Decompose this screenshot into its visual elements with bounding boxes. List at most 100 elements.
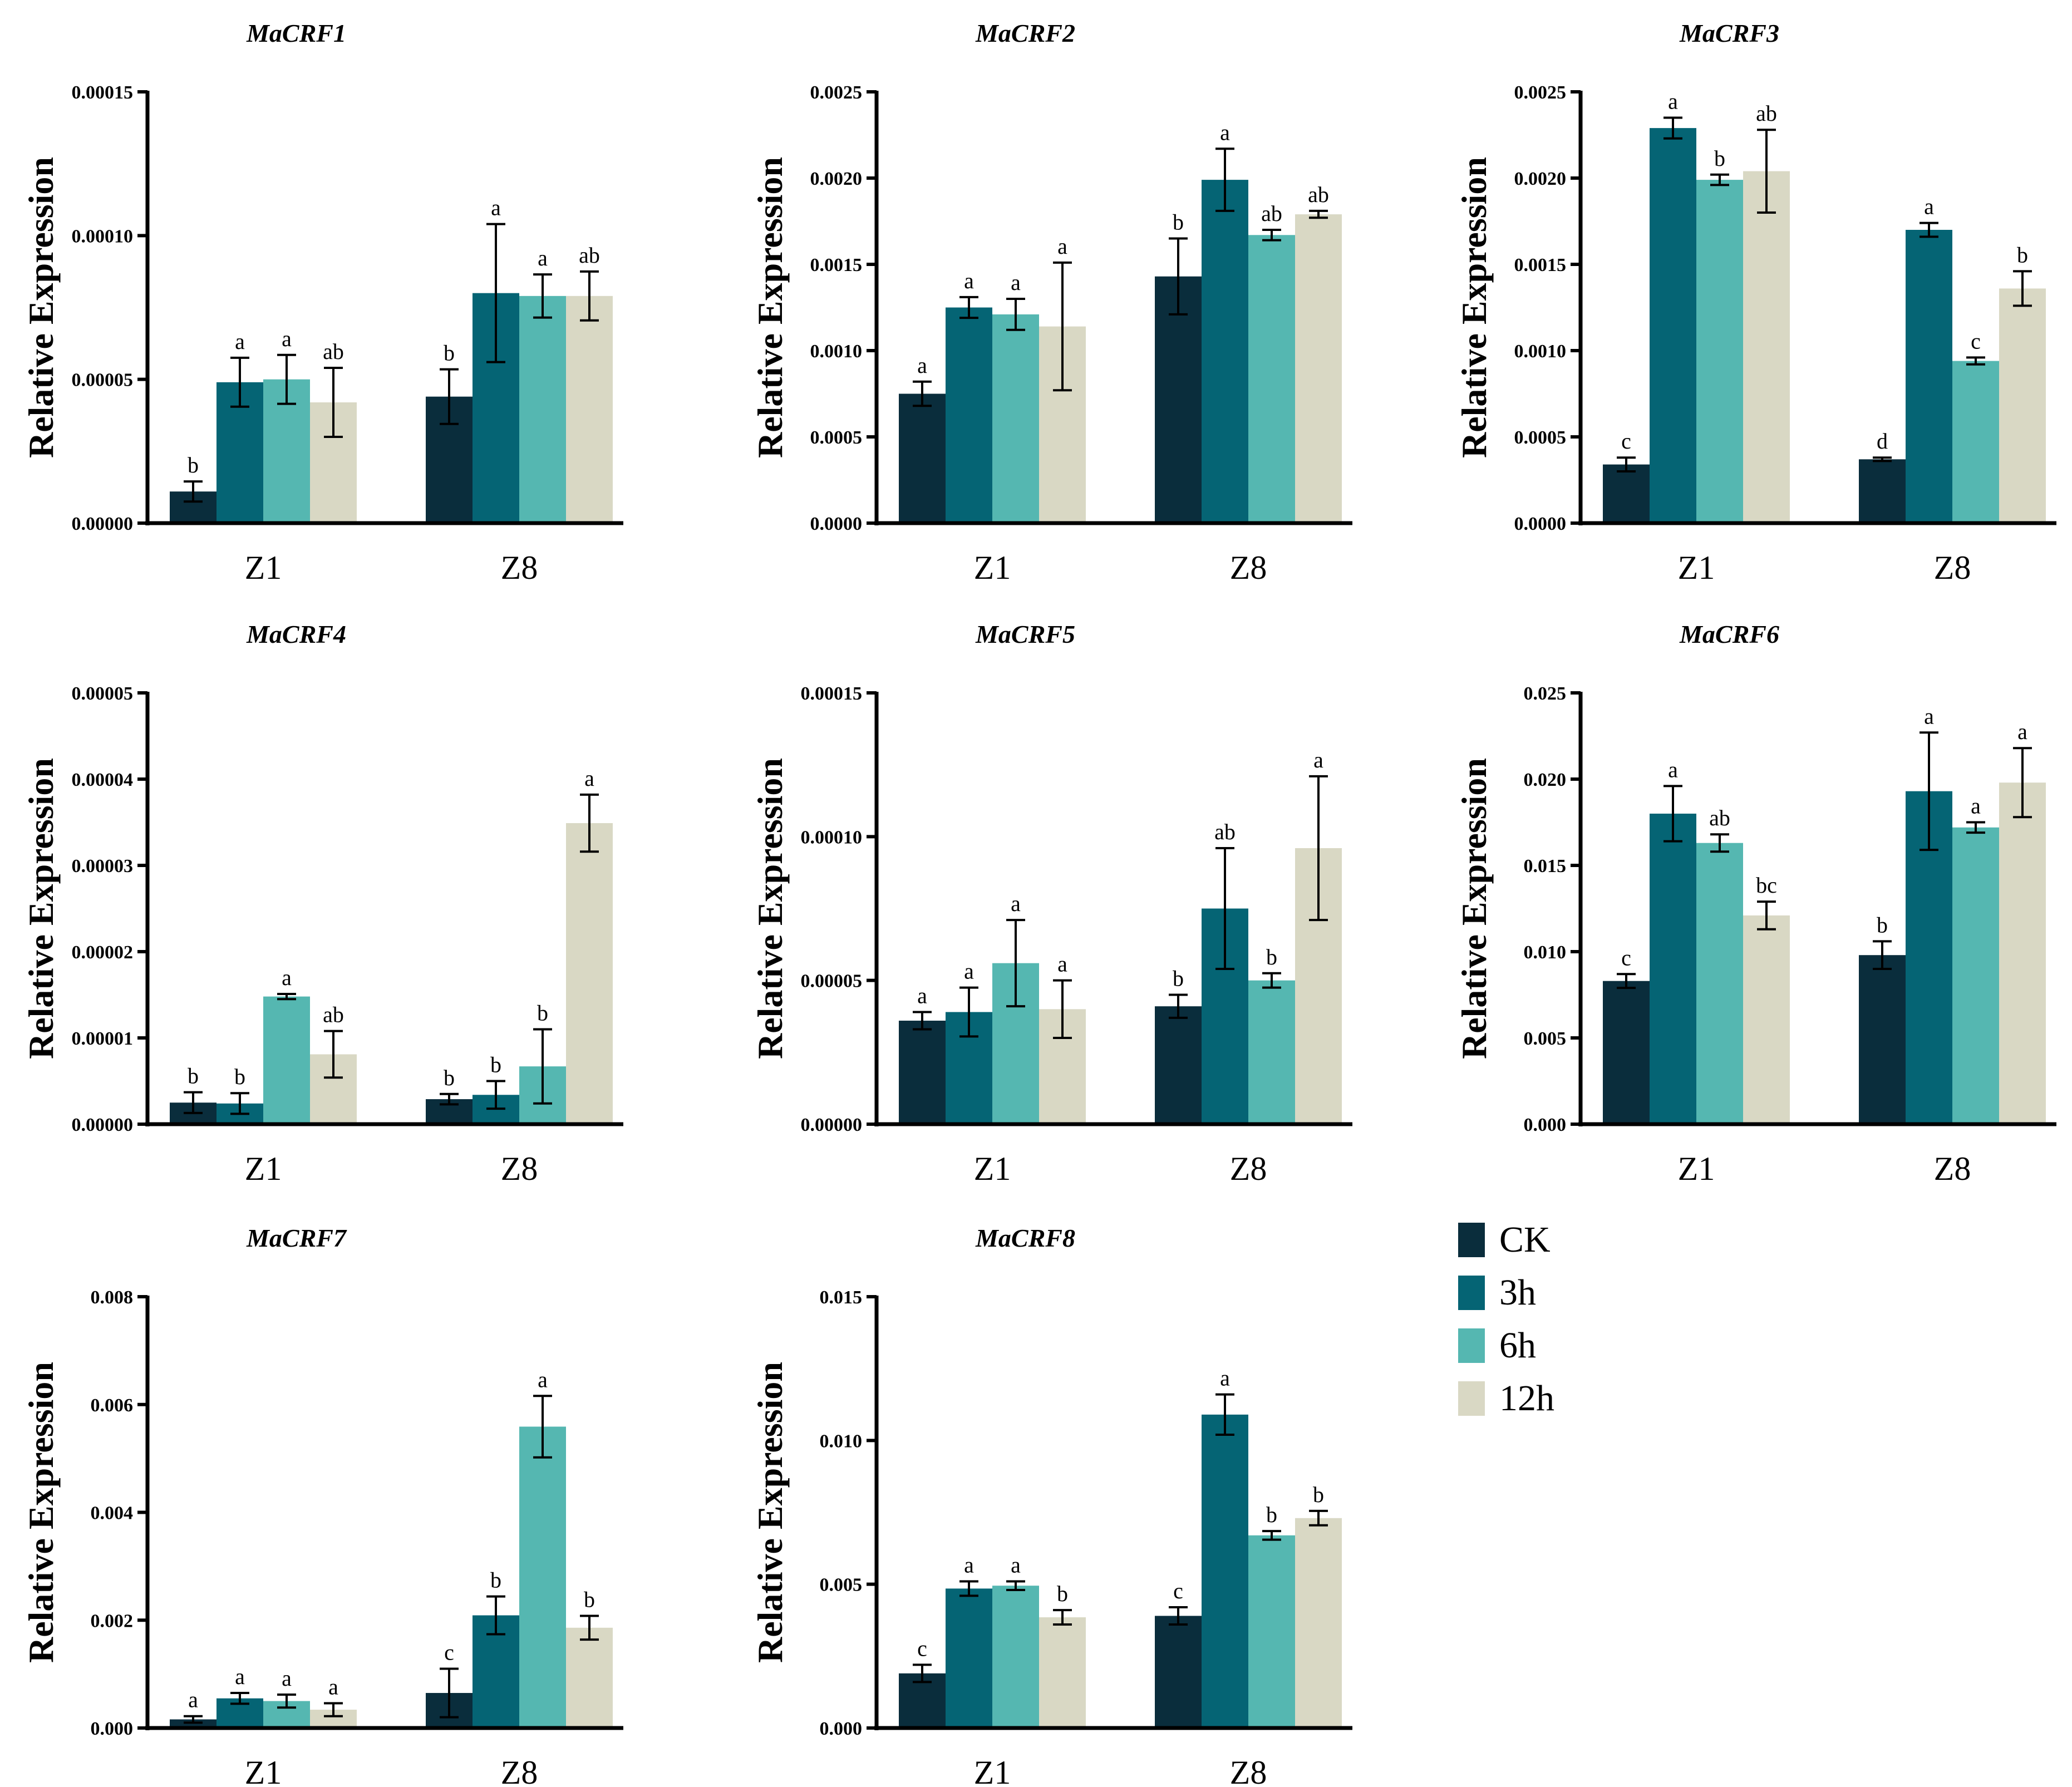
macrf5-sig-letter: b bbox=[1266, 944, 1277, 969]
macrf8-ylabel: Relative Expression bbox=[750, 1362, 790, 1663]
macrf5-ytick-label: 0.00005 bbox=[801, 971, 863, 992]
macrf5-bar-ck-z8 bbox=[1155, 1006, 1202, 1124]
macrf7-ytick-label: 0.002 bbox=[91, 1611, 134, 1631]
macrf8-ytick-label: 0.015 bbox=[820, 1287, 863, 1308]
macrf3-ytick-label: 0.0000 bbox=[1514, 514, 1567, 534]
macrf8-ytick-label: 0.000 bbox=[820, 1719, 863, 1739]
macrf7-ytick-label: 0.004 bbox=[91, 1503, 134, 1524]
legend-swatch-6h bbox=[1458, 1328, 1485, 1363]
macrf8-bar-3h-z8 bbox=[1202, 1414, 1248, 1728]
macrf1-title: MaCRF1 bbox=[246, 19, 346, 47]
macrf5-sig-letter: ab bbox=[1214, 819, 1236, 844]
macrf2-bar-3h-z1 bbox=[946, 307, 992, 523]
macrf2-xtick-label-z1: Z1 bbox=[974, 549, 1011, 586]
macrf1-bar-12h-z8 bbox=[566, 296, 613, 523]
macrf4-title: MaCRF4 bbox=[246, 620, 346, 648]
macrf1-xtick-label-z8: Z8 bbox=[501, 549, 538, 586]
macrf3-ytick-label: 0.0005 bbox=[1514, 427, 1567, 448]
macrf7-sig-letter: b bbox=[584, 1587, 595, 1612]
macrf1-ytick-label: 0.00000 bbox=[72, 514, 134, 534]
legend-label-3h: 3h bbox=[1499, 1272, 1536, 1313]
macrf1-sig-letter: a bbox=[491, 195, 501, 220]
macrf6-ytick-label: 0.010 bbox=[1524, 942, 1567, 963]
macrf1-sig-letter: ab bbox=[323, 339, 344, 364]
macrf5-sig-letter: b bbox=[1173, 966, 1184, 991]
macrf8-title: MaCRF8 bbox=[975, 1224, 1075, 1252]
macrf2-sig-letter: ab bbox=[1261, 201, 1282, 226]
macrf4-bar-6h-z1 bbox=[263, 996, 310, 1124]
macrf8-xtick-label-z8: Z8 bbox=[1230, 1754, 1267, 1787]
macrf8-ytick-label: 0.005 bbox=[820, 1575, 863, 1596]
macrf7-xtick-label-z8: Z8 bbox=[501, 1754, 538, 1787]
macrf6-ylabel: Relative Expression bbox=[1454, 758, 1494, 1059]
macrf8-sig-letter: b bbox=[1057, 1581, 1068, 1606]
macrf4-sig-letter: ab bbox=[323, 1002, 344, 1027]
macrf2-title: MaCRF2 bbox=[975, 19, 1075, 47]
macrf1-ytick-label: 0.00015 bbox=[72, 82, 134, 103]
macrf7-sig-letter: a bbox=[328, 1674, 338, 1699]
macrf1-sig-letter: a bbox=[235, 329, 245, 354]
macrf6-xtick-label-z1: Z1 bbox=[1678, 1150, 1715, 1187]
macrf7-bar-6h-z8 bbox=[519, 1426, 566, 1728]
macrf6-title: MaCRF6 bbox=[1679, 620, 1779, 648]
macrf8-sig-letter: b bbox=[1266, 1502, 1277, 1527]
macrf3-ytick-label: 0.0010 bbox=[1514, 341, 1567, 362]
macrf4-ytick-label: 0.00000 bbox=[72, 1115, 134, 1135]
legend-swatch-12h bbox=[1458, 1381, 1485, 1416]
macrf8-bar-6h-z1 bbox=[992, 1586, 1039, 1728]
macrf4-ytick-label: 0.00003 bbox=[72, 856, 134, 877]
legend: CK 3h 6h 12h bbox=[1458, 1213, 1554, 1425]
macrf4-xtick-label-z1: Z1 bbox=[245, 1150, 282, 1187]
macrf8-bar-12h-z1 bbox=[1039, 1617, 1086, 1728]
macrf1-sig-letter: ab bbox=[579, 243, 600, 268]
macrf2-bar-12h-z8 bbox=[1295, 214, 1342, 524]
legend-label-6h: 6h bbox=[1499, 1325, 1536, 1366]
macrf2-sig-letter: a bbox=[917, 353, 927, 378]
macrf4-sig-letter: b bbox=[490, 1052, 501, 1077]
macrf7-sig-letter: c bbox=[444, 1640, 454, 1665]
macrf2-sig-letter: a bbox=[1220, 120, 1230, 145]
macrf7-sig-letter: a bbox=[538, 1367, 548, 1392]
macrf6-ytick-label: 0.020 bbox=[1524, 770, 1567, 790]
macrf5-bar-6h-z8 bbox=[1248, 980, 1295, 1124]
macrf5-sig-letter: a bbox=[964, 959, 974, 984]
macrf2-bar-ck-z8 bbox=[1155, 276, 1202, 523]
macrf1-ytick-label: 0.00005 bbox=[72, 370, 134, 391]
macrf7-sig-letter: a bbox=[235, 1664, 245, 1689]
macrf6-bar-ck-z8 bbox=[1859, 955, 1906, 1124]
macrf7-ytick-label: 0.000 bbox=[91, 1719, 134, 1739]
macrf3-sig-letter: d bbox=[1877, 429, 1888, 454]
macrf8-bar-3h-z1 bbox=[946, 1588, 992, 1728]
macrf4-bar-12h-z8 bbox=[566, 823, 613, 1124]
macrf5-ytick-label: 0.00015 bbox=[801, 683, 863, 704]
macrf5-sig-letter: a bbox=[1057, 952, 1067, 977]
macrf2-ytick-label: 0.0020 bbox=[810, 169, 863, 189]
macrf4-xtick-label-z8: Z8 bbox=[501, 1150, 538, 1187]
macrf1-ylabel: Relative Expression bbox=[21, 157, 61, 458]
macrf2-sig-letter: a bbox=[964, 268, 974, 293]
macrf6-ytick-label: 0.005 bbox=[1524, 1028, 1567, 1049]
macrf8-sig-letter: b bbox=[1313, 1482, 1324, 1507]
macrf4-ytick-label: 0.00005 bbox=[72, 683, 134, 704]
macrf6-sig-letter: b bbox=[1877, 912, 1888, 937]
macrf1-ytick-label: 0.00010 bbox=[72, 226, 134, 247]
macrf3-ytick-label: 0.0025 bbox=[1514, 82, 1567, 103]
macrf5-sig-letter: a bbox=[1011, 891, 1021, 916]
macrf8-sig-letter: a bbox=[1011, 1553, 1021, 1578]
macrf2-bar-6h-z1 bbox=[992, 314, 1039, 523]
macrf3-sig-letter: b bbox=[2017, 242, 2028, 267]
macrf4-sig-letter: b bbox=[234, 1064, 245, 1089]
macrf6-ytick-label: 0.025 bbox=[1524, 683, 1567, 704]
macrf2-sig-letter: ab bbox=[1308, 182, 1329, 207]
macrf1-sig-letter: a bbox=[282, 326, 292, 351]
macrf3-bar-6h-z1 bbox=[1696, 180, 1743, 524]
macrf7-ylabel: Relative Expression bbox=[21, 1362, 61, 1663]
macrf7-ytick-label: 0.006 bbox=[91, 1395, 134, 1416]
macrf3-sig-letter: c bbox=[1621, 429, 1631, 454]
macrf3-bar-12h-z1 bbox=[1743, 171, 1790, 524]
macrf2-ylabel: Relative Expression bbox=[750, 157, 790, 458]
macrf6-sig-letter: a bbox=[1924, 703, 1934, 728]
macrf7-sig-letter: a bbox=[188, 1687, 198, 1712]
macrf2-ytick-label: 0.0015 bbox=[810, 255, 863, 275]
